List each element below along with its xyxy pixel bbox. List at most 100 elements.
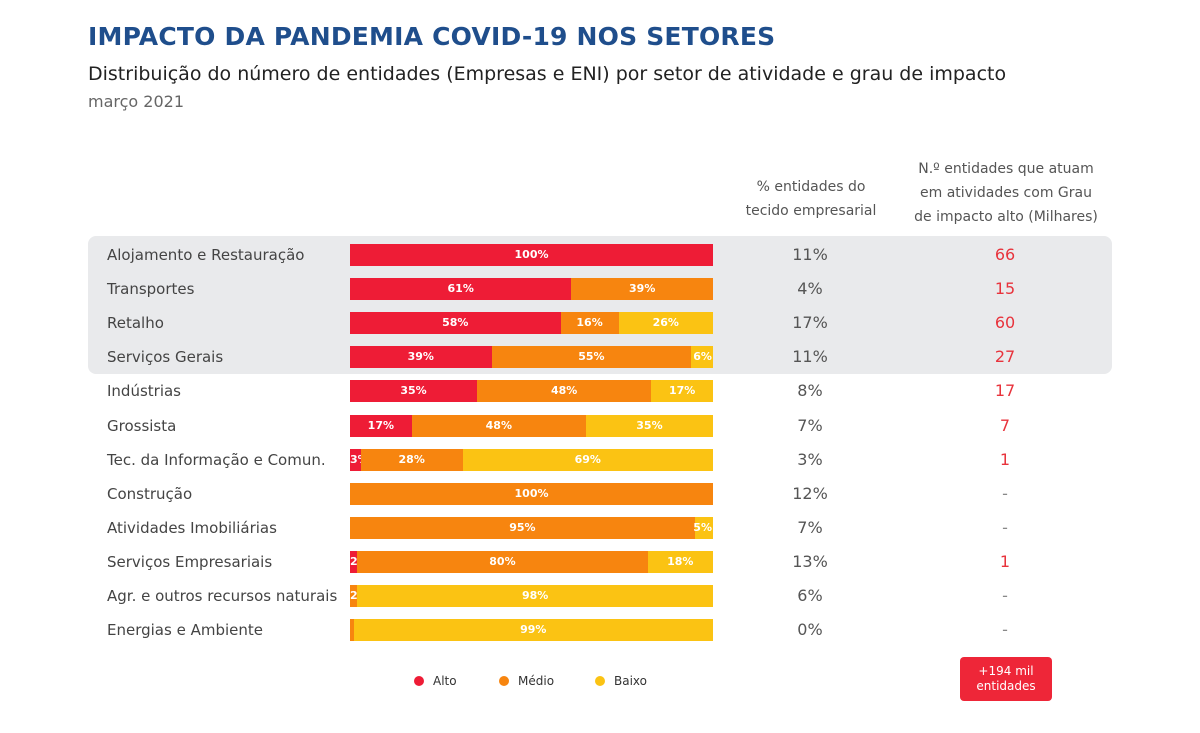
row-label: Grossista <box>107 417 177 435</box>
bar-segment-medio: 2% <box>350 585 369 607</box>
bar-segment-label: 61% <box>447 282 474 295</box>
column-header-pct-line: % entidades do <box>756 179 866 195</box>
bar-segment-medio: 39% <box>571 278 713 300</box>
bar-segment-label: 16% <box>576 316 603 329</box>
row-label: Atividades Imobiliárias <box>107 519 277 537</box>
column-header-pct-line: tecido empresarial <box>745 203 877 219</box>
chart-date: março 2021 <box>88 92 185 111</box>
bar-segment-medio <box>350 619 354 641</box>
bar-segment-label: 35% <box>400 384 427 397</box>
entidades-alto-value: - <box>1002 586 1008 605</box>
legend-label-medio: Médio <box>518 674 555 688</box>
chart-title: IMPACTO DA PANDEMIA COVID-19 NOS SETORES <box>88 22 776 51</box>
total-badge-line: +194 mil <box>978 664 1034 678</box>
legend-label-alto: Alto <box>433 674 457 688</box>
stacked-bar: 95% 5% <box>350 517 713 539</box>
bar-segment-label: 39% <box>407 350 434 363</box>
bar-segment-label: 80% <box>489 555 516 568</box>
bar-segment-label: 5% <box>693 521 712 534</box>
row-label: Retalho <box>107 314 164 332</box>
bar-segment-medio: 55% <box>491 346 692 368</box>
entidades-alto-value: 7 <box>999 416 1011 435</box>
pct-entidades-value: 7% <box>797 518 823 537</box>
bar-segment-baixo: 5% <box>693 517 713 539</box>
stacked-bar: 2% 80% 18% <box>350 551 713 573</box>
bar-segment-baixo: 26% <box>618 312 713 334</box>
bar-segment-label: 26% <box>652 316 679 329</box>
entidades-alto-value: - <box>1002 484 1008 503</box>
stacked-bar: 100% <box>350 244 713 266</box>
row-label: Indústrias <box>107 382 181 400</box>
stacked-bar: 100% <box>350 483 713 505</box>
bar-segment-baixo: 18% <box>647 551 713 573</box>
bar-segment-label: 18% <box>667 555 694 568</box>
row-label: Construção <box>107 485 193 503</box>
legend-dot-alto <box>414 676 424 686</box>
bar-segment-alto: 3% <box>350 449 369 471</box>
bar-segment-medio: 48% <box>477 380 652 402</box>
pct-entidades-value: 11% <box>792 347 828 366</box>
entidades-alto-value: 17 <box>994 381 1016 400</box>
pct-entidades-value: 8% <box>797 381 823 400</box>
bar-segment-medio: 100% <box>350 483 713 505</box>
column-header-num-line: de impacto alto (Milhares) <box>914 209 1098 225</box>
legend-dot-baixo <box>595 676 605 686</box>
bar-segment-baixo: 98% <box>357 585 713 607</box>
bar-segment-baixo: 6% <box>691 346 713 368</box>
bar-segment-medio: 48% <box>411 415 586 437</box>
bar-segment-alto: 100% <box>350 244 713 266</box>
entidades-alto-value: 60 <box>994 313 1016 332</box>
chart-subtitle: Distribuição do número de entidades (Emp… <box>88 63 1007 85</box>
stacked-bar: 3% 28% 69% <box>350 449 713 471</box>
bar-segment-alto: 2% <box>350 551 369 573</box>
bar-segment-alto: 35% <box>350 380 478 402</box>
bar-segment-label: 17% <box>367 419 395 432</box>
bar-segment-label: 99% <box>520 623 547 636</box>
bar-segment-label: 69% <box>574 453 601 466</box>
bar-segment-medio: 95% <box>350 517 695 539</box>
bar-segment-medio: 16% <box>560 312 619 334</box>
bar-segment-label: 48% <box>550 384 578 397</box>
pct-entidades-value: 17% <box>792 313 828 332</box>
entidades-alto-value: 27 <box>994 347 1016 366</box>
column-header-pct: % entidades do tecido empresarial <box>740 175 882 223</box>
row-label: Transportes <box>107 280 195 298</box>
column-header-num-line: em atividades com Grau <box>920 185 1092 201</box>
bar-segment-label: 28% <box>398 453 425 466</box>
pct-entidades-value: 13% <box>792 552 828 571</box>
row-label: Alojamento e Restauração <box>107 246 305 264</box>
legend-item-baixo: Baixo <box>595 674 647 688</box>
entidades-alto-value: - <box>1002 518 1008 537</box>
legend-label-baixo: Baixo <box>614 674 647 688</box>
bar-segment-label: 48% <box>485 419 512 432</box>
bar-segment-alto: 39% <box>350 346 492 368</box>
bar-segment-label: 58% <box>442 316 469 329</box>
bar-segment-baixo: 35% <box>585 415 713 437</box>
stacked-bar: 61% 39% <box>350 278 713 300</box>
legend-dot-medio <box>499 676 509 686</box>
row-label: Tec. da Informação e Comun. <box>107 451 326 469</box>
row-label: Agr. e outros recursos naturais <box>107 587 338 605</box>
stacked-bar: 58% 16% 26% <box>350 312 713 334</box>
pct-entidades-value: 0% <box>797 620 823 639</box>
entidades-alto-value: - <box>1002 620 1008 639</box>
total-badge: +194 mil entidades <box>960 657 1052 701</box>
pct-entidades-value: 3% <box>797 450 823 469</box>
stacked-bar: 2% 98% <box>350 585 713 607</box>
bar-segment-label: 39% <box>629 282 656 295</box>
bar-segment-medio: 28% <box>360 449 463 471</box>
bar-segment-baixo: 69% <box>462 449 713 471</box>
bar-segment-label: 35% <box>636 419 663 432</box>
row-label: Energias e Ambiente <box>107 621 263 639</box>
entidades-alto-value: 66 <box>994 245 1016 264</box>
bar-segment-label: 95% <box>509 521 536 534</box>
pct-entidades-value: 4% <box>797 279 823 298</box>
column-header-num-line: N.º entidades que atuam <box>918 161 1094 177</box>
bar-segment-baixo: 17% <box>651 380 713 402</box>
bar-segment-label: 17% <box>668 384 696 397</box>
bar-segment-label: 98% <box>521 589 549 602</box>
total-badge-line: entidades <box>976 679 1036 693</box>
stacked-bar: 99% <box>350 619 713 641</box>
bar-segment-label: 100% <box>514 248 549 261</box>
bar-segment-alto: 17% <box>350 415 412 437</box>
